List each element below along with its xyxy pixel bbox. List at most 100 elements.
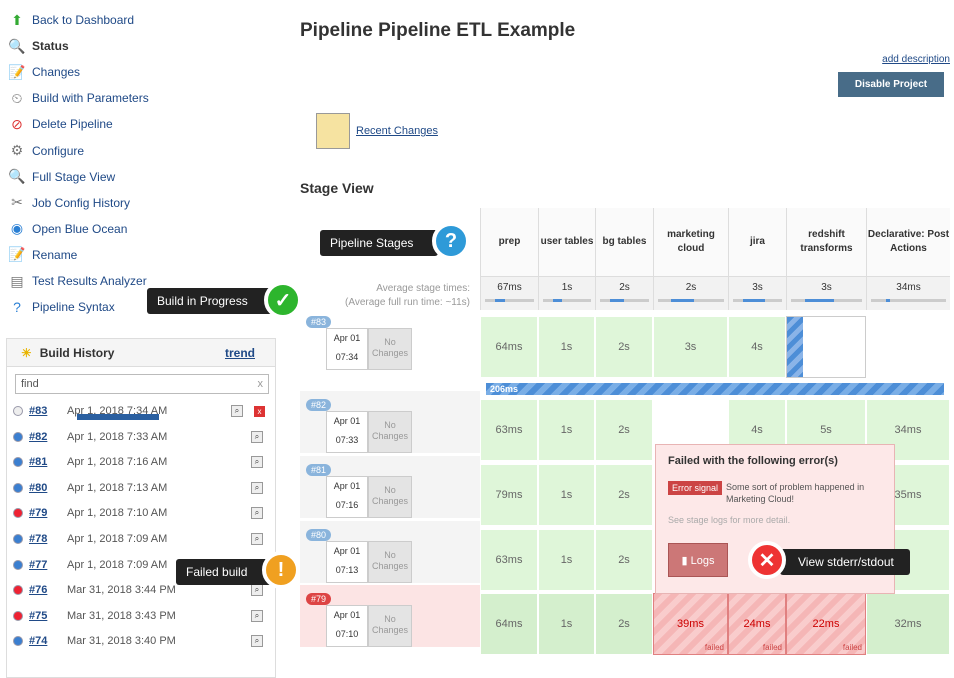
build-number-link[interactable]: #75 bbox=[29, 609, 48, 622]
build-number-link[interactable]: #83 bbox=[29, 405, 48, 417]
sidebar-item-rename[interactable]: 📝 Rename bbox=[8, 245, 77, 265]
sidebar-item-label: Back to Dashboard bbox=[32, 13, 135, 27]
build-history-row[interactable]: #78 Apr 1, 2018 7:09 AM ⌕ bbox=[7, 527, 275, 551]
console-icon[interactable]: ⌕ bbox=[251, 533, 263, 545]
sidebar-item-configure[interactable]: ⚙ Configure bbox=[8, 141, 84, 161]
sidebar-item-label: Changes bbox=[32, 65, 81, 80]
sidebar-item-full-stage-view[interactable]: 🔍 Full Stage View bbox=[8, 167, 115, 187]
stage-average: 34ms bbox=[866, 276, 950, 310]
build-number-link[interactable]: #78 bbox=[29, 533, 48, 545]
run-tag[interactable]: #80 bbox=[306, 529, 332, 541]
weather-icon: ☀ bbox=[21, 345, 32, 360]
logs-button[interactable]: ▮ Logs bbox=[668, 543, 728, 577]
stage-cell[interactable]: 1s bbox=[538, 316, 595, 378]
stage-cell[interactable]: 63ms bbox=[480, 529, 538, 591]
trend-link[interactable]: trend bbox=[225, 345, 255, 360]
stage-cell[interactable]: 63ms bbox=[480, 399, 538, 461]
stage-cell[interactable] bbox=[866, 316, 950, 378]
build-history-row[interactable]: #76 Mar 31, 2018 3:44 PM ⌕ bbox=[7, 578, 275, 602]
console-icon[interactable]: ⌕ bbox=[251, 456, 263, 469]
run-card[interactable]: #79 Apr 01 07:10 No Changes bbox=[306, 593, 412, 647]
run-date: Apr 01 07:34 bbox=[326, 328, 368, 370]
build-number-link[interactable]: #80 bbox=[29, 481, 48, 494]
stage-cell[interactable]: 64ms bbox=[480, 593, 538, 655]
stage-cell[interactable]: 22ms failed bbox=[786, 593, 866, 655]
build-history-header: ☀ Build History trend bbox=[7, 339, 275, 367]
build-number-link[interactable]: #79 bbox=[29, 507, 48, 520]
stage-cell[interactable]: 2s bbox=[595, 464, 653, 526]
build-number-link[interactable]: #76 bbox=[29, 584, 48, 597]
stage-cell[interactable]: 2s bbox=[595, 529, 653, 591]
stage-header: jira bbox=[728, 208, 786, 276]
console-icon[interactable]: ⌕ bbox=[251, 635, 263, 648]
sidebar-item-changes[interactable]: 📝 Changes bbox=[8, 62, 80, 82]
clear-icon[interactable]: x bbox=[257, 378, 264, 390]
stage-cell[interactable]: 39ms failed bbox=[653, 593, 728, 655]
console-icon[interactable]: ⌕ bbox=[251, 507, 263, 520]
stage-cell[interactable]: 2s bbox=[595, 593, 653, 655]
stage-cell[interactable]: 3s bbox=[653, 316, 728, 378]
stage-cell[interactable]: 2s bbox=[595, 316, 653, 378]
blue-ocean-icon: ◉ bbox=[10, 220, 24, 237]
sidebar-item-back-to-dashboard[interactable]: ⬆ Back to Dashboard bbox=[8, 10, 134, 30]
stage-cell[interactable]: 24ms failed bbox=[728, 593, 786, 655]
console-icon[interactable]: ⌕ bbox=[251, 609, 263, 622]
run-card[interactable]: #83 Apr 01 07:34 No Changes bbox=[306, 316, 412, 370]
build-history-row[interactable]: #81 Apr 1, 2018 7:16 AM ⌕ bbox=[7, 450, 275, 474]
stage-cell[interactable]: 1s bbox=[538, 464, 595, 526]
run-card[interactable]: #82 Apr 01 07:33 No Changes bbox=[306, 399, 412, 453]
sidebar-item-job-config-history[interactable]: ✂ Job Config History bbox=[8, 193, 130, 213]
stage-view-heading: Stage View bbox=[300, 180, 374, 196]
stage-cell[interactable]: 1s bbox=[538, 593, 595, 655]
stage-cell[interactable]: 1s bbox=[538, 529, 595, 591]
add-description-link[interactable]: add description bbox=[882, 54, 950, 65]
no-entry-icon: ⊘ bbox=[11, 115, 23, 132]
build-history-row[interactable]: #80 Apr 1, 2018 7:13 AM ⌕ bbox=[7, 476, 275, 500]
stage-cell[interactable]: 64ms bbox=[480, 316, 538, 378]
run-card[interactable]: #81 Apr 01 07:16 No Changes bbox=[306, 464, 412, 518]
build-history-row[interactable]: #75 Mar 31, 2018 3:43 PM ⌕ bbox=[7, 604, 275, 628]
build-number-link[interactable]: #77 bbox=[29, 558, 48, 571]
recent-changes: Recent Changes bbox=[316, 113, 438, 149]
popup-title: Failed with the following error(s) bbox=[668, 455, 838, 467]
warning-icon: ! bbox=[262, 551, 300, 589]
recent-changes-link[interactable]: Recent Changes bbox=[356, 125, 438, 137]
sidebar-item-test-results-analyzer[interactable]: ▤ Test Results Analyzer bbox=[8, 271, 146, 291]
build-history-row[interactable]: #83 Apr 1, 2018 7:34 AM ⌕ x bbox=[7, 399, 275, 423]
run-tag[interactable]: #81 bbox=[306, 464, 332, 476]
console-icon[interactable]: ⌕ bbox=[251, 481, 263, 494]
stop-icon[interactable]: x bbox=[254, 405, 265, 417]
build-history-row[interactable]: #79 Apr 1, 2018 7:10 AM ⌕ bbox=[7, 501, 275, 525]
console-icon[interactable]: ⌕ bbox=[231, 405, 243, 417]
failed-build-callout: Failed build bbox=[176, 559, 272, 585]
run-tag[interactable]: #83 bbox=[306, 316, 332, 328]
stage-cell[interactable] bbox=[786, 316, 866, 378]
sidebar-item-delete-pipeline[interactable]: ⊘ Delete Pipeline bbox=[8, 114, 113, 134]
console-icon[interactable]: ⌕ bbox=[251, 430, 263, 443]
build-date: Apr 1, 2018 7:09 AM bbox=[67, 533, 168, 545]
stage-cell[interactable]: 2s bbox=[595, 399, 653, 461]
run-tag[interactable]: #79 bbox=[306, 593, 332, 605]
stage-cell[interactable]: 32ms bbox=[866, 593, 950, 655]
build-history-row[interactable]: #74 Mar 31, 2018 3:40 PM ⌕ bbox=[7, 629, 275, 653]
disable-project-button[interactable]: Disable Project bbox=[838, 72, 944, 97]
sidebar-item-pipeline-syntax[interactable]: ? Pipeline Syntax bbox=[8, 297, 115, 317]
sidebar-item-status[interactable]: 🔍 Status bbox=[8, 36, 68, 56]
sidebar-item-label: Rename bbox=[32, 247, 78, 262]
build-number-link[interactable]: #82 bbox=[29, 430, 48, 443]
stage-cell[interactable]: 79ms bbox=[480, 464, 538, 526]
find-input[interactable]: find x bbox=[15, 374, 269, 394]
build-number-link[interactable]: #74 bbox=[29, 635, 48, 648]
run-tag[interactable]: #82 bbox=[306, 399, 332, 411]
console-icon[interactable]: ⌕ bbox=[251, 584, 263, 597]
stage-average: 67ms bbox=[480, 276, 538, 310]
build-number-link[interactable]: #81 bbox=[29, 456, 48, 469]
sidebar-item-build-with-parameters[interactable]: ⏲ Build with Parameters bbox=[8, 88, 149, 108]
run-card[interactable]: #80 Apr 01 07:13 No Changes bbox=[306, 529, 412, 583]
notepad-icon: 📝 bbox=[8, 63, 26, 80]
status-ball-icon bbox=[13, 636, 23, 647]
stage-cell[interactable]: 4s bbox=[728, 316, 786, 378]
build-history-row[interactable]: #82 Apr 1, 2018 7:33 AM ⌕ bbox=[7, 425, 275, 449]
stage-cell[interactable]: 1s bbox=[538, 399, 595, 461]
sidebar-item-open-blue-ocean[interactable]: ◉ Open Blue Ocean bbox=[8, 219, 128, 239]
